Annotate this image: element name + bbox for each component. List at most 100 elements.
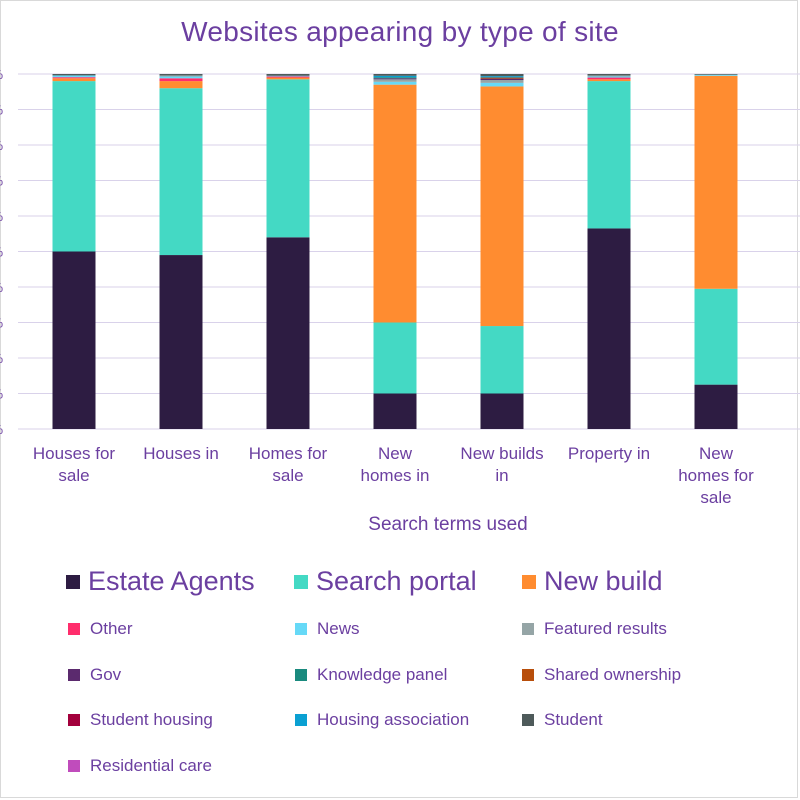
legend-label: News [317, 619, 360, 638]
legend-item: New build [522, 566, 663, 597]
bar-segment-other [266, 76, 310, 78]
legend-item: Search portal [294, 566, 477, 597]
x-tick-label: sale [58, 466, 89, 485]
legend-swatch [66, 574, 80, 589]
bar-segment-search-portal [694, 288, 738, 385]
bar-segment-new-build [694, 75, 738, 289]
legend-item: Housing association [295, 710, 469, 730]
legend-label: Estate Agents [88, 566, 255, 596]
bar-segment-news [373, 81, 417, 85]
legend-swatch [522, 574, 536, 589]
legend-item: Estate Agents [66, 566, 255, 597]
bar-segment-new-build [373, 84, 417, 323]
legend-swatch [522, 669, 534, 681]
y-tick-label: % [0, 138, 3, 153]
legend-item: Student [522, 710, 603, 730]
legend-label: Student housing [90, 710, 213, 729]
legend-label: Search portal [316, 566, 477, 596]
y-tick-label: % [0, 103, 3, 118]
bar-segment-other [52, 77, 96, 79]
bar-segment-shared-ownership [480, 77, 524, 79]
bar-segment-new-build [480, 86, 524, 327]
bar-segment-student [480, 74, 524, 77]
legend-label: New build [544, 566, 663, 596]
legend-swatch [295, 623, 307, 635]
bar-segment-news [159, 76, 203, 79]
bar-segment-search-portal [159, 88, 203, 256]
legend-label: Gov [90, 665, 122, 684]
bar-segment-featured-results [159, 75, 203, 77]
x-tick-label: homes in [361, 466, 430, 485]
bar-segment-featured-results [587, 75, 631, 77]
bar-segment-estate-agents [480, 393, 524, 429]
bar-segment-housing-association [373, 75, 417, 78]
legend-label: Housing association [317, 710, 470, 729]
bar-segment-student [159, 74, 203, 76]
bar-segment-other [159, 78, 203, 82]
legend-swatch [68, 714, 80, 726]
bar-segment-new-build [266, 77, 310, 80]
bar-segment-student [266, 74, 310, 76]
legend-label: Shared ownership [544, 665, 682, 684]
y-tick-label: % [0, 280, 3, 295]
bar-segment-knowledge-panel [373, 77, 417, 79]
bar-segment-new-build [52, 78, 96, 82]
bar-segment-search-portal [587, 81, 631, 229]
legend-swatch [68, 760, 80, 772]
bar-segment-new-build [159, 81, 203, 89]
legend-main: Estate Agents Search portal New build [0, 566, 800, 606]
bar-segment-student [587, 74, 631, 76]
y-tick-label: % [0, 174, 3, 189]
x-tick-label: New [378, 444, 413, 463]
bar-segment-news [266, 75, 310, 77]
legend-swatch [295, 714, 307, 726]
bar-segment-featured-results [480, 80, 524, 83]
bar-segment-estate-agents [52, 251, 96, 429]
bar-segment-student [52, 74, 96, 76]
x-tick-label: homes for [678, 466, 754, 485]
bar-segment-gov [373, 78, 417, 80]
bar-segment-new-build [587, 79, 631, 82]
bar-segment-news [587, 76, 631, 78]
y-tick-label: % [0, 316, 3, 331]
bar-segment-search-portal [373, 322, 417, 394]
bar-segment-student [373, 74, 417, 76]
y-tick-label: % [0, 67, 3, 82]
bar-segment-estate-agents [373, 393, 417, 429]
bar-segment-news [480, 82, 524, 87]
y-tick-label: % [0, 245, 3, 260]
x-tick-label: sale [700, 488, 731, 507]
x-tick-label: Houses for [33, 444, 116, 463]
bar-segment-estate-agents [266, 237, 310, 429]
legend-item: Knowledge panel [295, 665, 447, 685]
legend-item: Shared ownership [522, 665, 681, 685]
bar-segment-search-portal [480, 326, 524, 394]
legend-label: Other [90, 619, 133, 638]
y-tick-label: % [0, 209, 3, 224]
bar-segment-estate-agents [694, 384, 738, 429]
bar-segment-search-portal [266, 79, 310, 238]
y-tick-label: % [0, 387, 3, 402]
x-axis-title: Search terms used [368, 514, 528, 535]
x-tick-label: Houses in [143, 444, 219, 463]
x-tick-label: New [699, 444, 734, 463]
legend-item: Gov [68, 665, 121, 685]
bar-segment-student [694, 74, 738, 75]
legend-swatch [68, 669, 80, 681]
legend-item: Residential care [68, 756, 212, 776]
x-tick-label: Homes for [249, 444, 328, 463]
legend-item: Featured results [522, 619, 667, 639]
bar-segment-other [587, 77, 631, 80]
legend-swatch [294, 574, 308, 589]
legend-item: Other [68, 619, 133, 639]
bar-segment-news [694, 74, 738, 76]
bar-segment-housing-association [480, 76, 524, 78]
legend-item: News [295, 619, 360, 639]
x-tick-label: Property in [568, 444, 650, 463]
legend-swatch [295, 669, 307, 681]
bar-segment-news [52, 75, 96, 78]
legend-label: Knowledge panel [317, 665, 448, 684]
legend-item: Student housing [68, 710, 213, 730]
bar-segment-search-portal [52, 81, 96, 252]
